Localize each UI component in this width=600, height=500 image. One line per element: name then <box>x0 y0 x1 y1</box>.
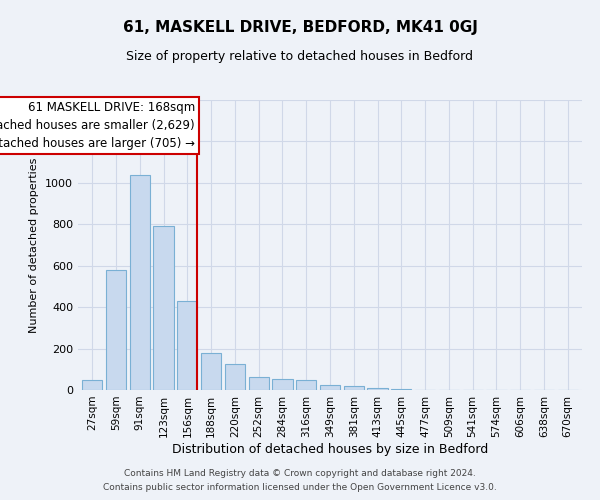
Bar <box>130 174 150 390</box>
Text: Contains HM Land Registry data © Crown copyright and database right 2024.: Contains HM Land Registry data © Crown c… <box>124 468 476 477</box>
Bar <box>296 380 316 390</box>
Text: Contains public sector information licensed under the Open Government Licence v3: Contains public sector information licen… <box>103 484 497 492</box>
Bar <box>225 364 245 390</box>
Text: Size of property relative to detached houses in Bedford: Size of property relative to detached ho… <box>127 50 473 63</box>
Bar <box>367 388 388 390</box>
Bar <box>177 301 197 390</box>
Bar <box>344 386 364 390</box>
Bar <box>391 389 412 390</box>
Bar <box>272 378 293 390</box>
X-axis label: Distribution of detached houses by size in Bedford: Distribution of detached houses by size … <box>172 442 488 456</box>
Bar <box>201 352 221 390</box>
Bar <box>248 376 269 390</box>
Bar <box>154 226 173 390</box>
Bar <box>320 385 340 390</box>
Text: 61 MASKELL DRIVE: 168sqm
← 79% of detached houses are smaller (2,629)
21% of sem: 61 MASKELL DRIVE: 168sqm ← 79% of detach… <box>0 101 195 150</box>
Bar <box>106 270 126 390</box>
Bar <box>82 380 103 390</box>
Text: 61, MASKELL DRIVE, BEDFORD, MK41 0GJ: 61, MASKELL DRIVE, BEDFORD, MK41 0GJ <box>122 20 478 35</box>
Y-axis label: Number of detached properties: Number of detached properties <box>29 158 40 332</box>
